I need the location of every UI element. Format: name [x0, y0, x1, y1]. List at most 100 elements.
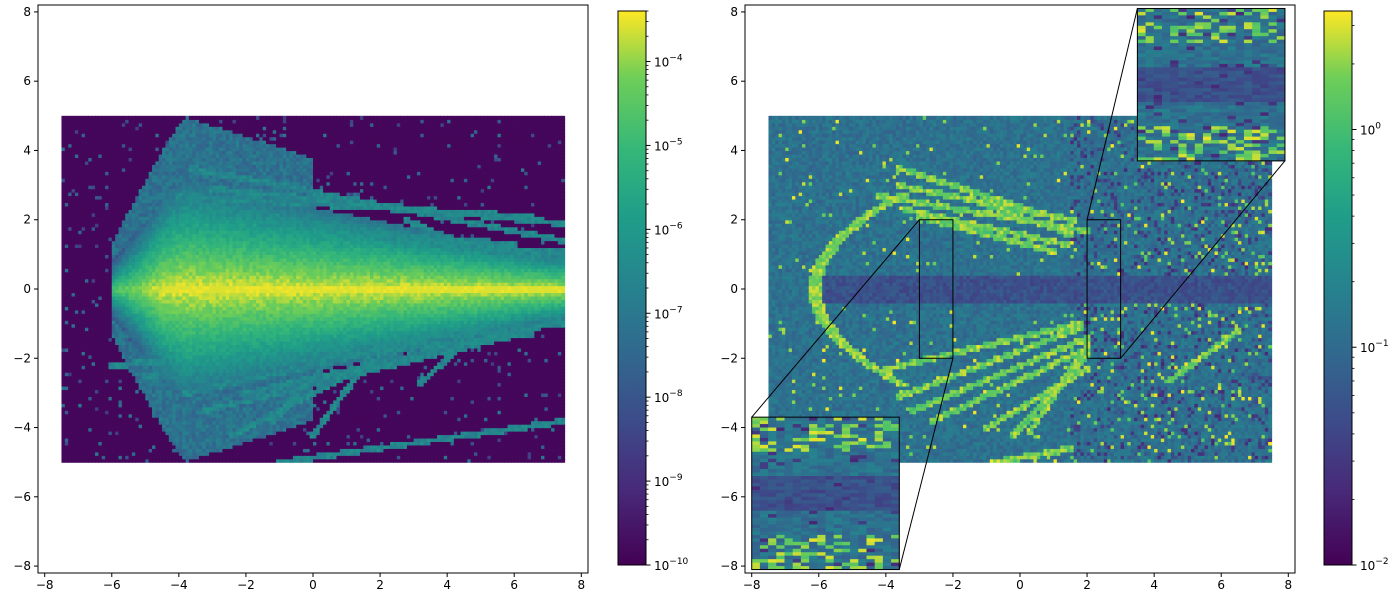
heatmap-cell — [259, 424, 264, 429]
heatmap-cell — [168, 420, 173, 425]
heatmap-cell — [534, 455, 539, 460]
heatmap-cell — [534, 437, 539, 442]
heatmap-cell — [229, 437, 234, 442]
heatmap-cell — [152, 458, 156, 463]
heatmap-cell — [91, 420, 96, 425]
heatmap-cell — [403, 448, 408, 453]
heatmap-cell — [188, 441, 193, 446]
heatmap-cell — [71, 444, 76, 449]
heatmap-cell — [121, 431, 126, 436]
heatmap-cell — [239, 427, 244, 432]
heatmap-cell — [84, 427, 89, 432]
heatmap-cell — [148, 424, 153, 429]
heatmap-cell — [410, 458, 415, 463]
heatmap-cell — [386, 441, 391, 446]
heatmap-cell — [128, 431, 133, 436]
heatmap-cell — [68, 455, 73, 460]
heatmap-cell — [158, 431, 163, 436]
heatmap-cell — [229, 417, 234, 422]
heatmap-cell — [262, 427, 267, 432]
heatmap-cell — [477, 431, 482, 436]
heatmap-cell — [353, 434, 358, 439]
heatmap-cell — [239, 441, 244, 446]
heatmap-cell — [115, 448, 120, 453]
heatmap-cell — [269, 448, 274, 453]
heatmap-cell — [339, 455, 344, 460]
heatmap-cell — [235, 458, 240, 463]
heatmap-cell — [510, 444, 515, 449]
heatmap-cell — [494, 441, 499, 446]
heatmap-cell — [520, 427, 525, 432]
heatmap-cell — [541, 444, 546, 449]
heatmap-cell — [148, 427, 153, 432]
heatmap-cell — [95, 451, 99, 456]
heatmap-cell — [118, 413, 123, 418]
heatmap-cell — [229, 424, 234, 429]
heatmap-cell — [390, 424, 395, 429]
heatmap-cell — [339, 437, 344, 442]
heatmap-cell — [91, 441, 96, 446]
heatmap-cell — [131, 424, 136, 429]
heatmap-cell — [279, 434, 284, 439]
heatmap-cell — [302, 441, 307, 446]
heatmap-cell — [152, 417, 156, 422]
heatmap-cell — [118, 434, 123, 439]
heatmap-cell — [430, 431, 435, 436]
heatmap-cell — [71, 451, 76, 456]
heatmap-cell — [209, 441, 213, 446]
heatmap-cell — [349, 441, 354, 446]
heatmap-cell — [138, 448, 143, 453]
heatmap-cell — [84, 434, 89, 439]
heatmap-cell — [490, 427, 495, 432]
heatmap-cell — [81, 458, 86, 463]
heatmap-cell — [71, 427, 76, 432]
heatmap-cell — [282, 420, 287, 425]
heatmap-cell — [390, 417, 395, 422]
heatmap-cell — [118, 427, 123, 432]
heatmap-cell — [111, 431, 116, 436]
heatmap-cell — [490, 451, 495, 456]
heatmap-cell — [517, 431, 522, 436]
heatmap-cell — [356, 458, 361, 463]
heatmap-cell — [504, 420, 509, 425]
heatmap-cell — [440, 448, 445, 453]
heatmap-cell — [259, 427, 264, 432]
heatmap-cell — [95, 413, 99, 418]
heatmap-cell — [349, 434, 354, 439]
heatmap-cell — [215, 413, 220, 418]
heatmap-cell — [356, 431, 361, 436]
heatmap-cell — [279, 448, 284, 453]
heatmap-cell — [222, 431, 227, 436]
heatmap-cell — [396, 437, 401, 442]
heatmap-cell — [266, 427, 271, 432]
heatmap-cell — [443, 417, 448, 422]
heatmap-cell — [215, 417, 220, 422]
heatmap-cell — [380, 417, 385, 422]
heatmap-cell — [302, 455, 307, 460]
heatmap-cell — [370, 437, 374, 442]
heatmap-cell — [138, 424, 143, 429]
heatmap-cell — [78, 455, 83, 460]
heatmap-cell — [313, 431, 317, 436]
heatmap-cell — [125, 441, 130, 446]
heatmap-cell — [527, 458, 532, 463]
heatmap-cell — [541, 420, 546, 425]
heatmap-cell — [396, 458, 401, 463]
heatmap-cell — [366, 431, 371, 436]
heatmap-cell — [125, 424, 130, 429]
heatmap-cell — [557, 434, 562, 439]
heatmap-cell — [380, 434, 385, 439]
heatmap-cell — [517, 424, 522, 429]
heatmap-cell — [316, 451, 321, 456]
heatmap-cell — [141, 420, 146, 425]
heatmap-cell — [547, 448, 552, 453]
heatmap-cell — [292, 431, 297, 436]
heatmap-cell — [162, 420, 167, 425]
heatmap-cell — [162, 455, 167, 460]
heatmap-cell — [443, 451, 448, 456]
heatmap-cell — [192, 420, 197, 425]
heatmap-cell — [430, 437, 435, 442]
heatmap-cell — [547, 451, 552, 456]
heatmap-cell — [547, 455, 552, 460]
heatmap-cell — [108, 441, 113, 446]
